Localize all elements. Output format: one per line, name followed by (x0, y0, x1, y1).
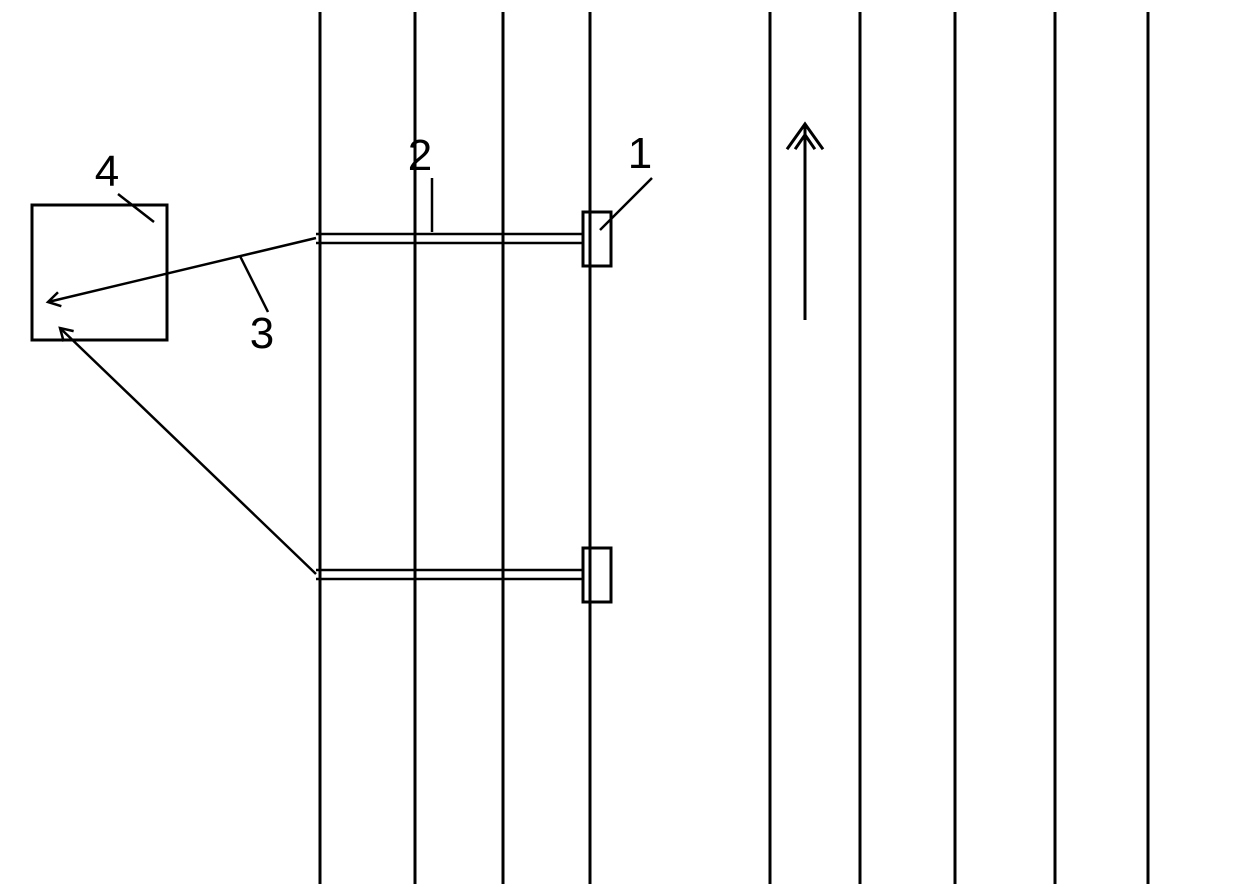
label-1: 1 (628, 129, 652, 178)
leader-line-3 (240, 256, 268, 312)
schematic-diagram: 1 2 3 4 (0, 0, 1240, 896)
lower-sensor-rect (583, 548, 611, 602)
control-box (32, 205, 167, 340)
label-2: 2 (408, 131, 432, 180)
upper-sensor-diagonal (48, 238, 316, 302)
leader-line-4 (118, 194, 154, 222)
label-4: 4 (95, 147, 119, 196)
label-3: 3 (250, 309, 274, 358)
upper-sensor-rect (583, 212, 611, 266)
leader-line-1 (600, 178, 652, 230)
lower-sensor-diagonal (60, 328, 316, 574)
